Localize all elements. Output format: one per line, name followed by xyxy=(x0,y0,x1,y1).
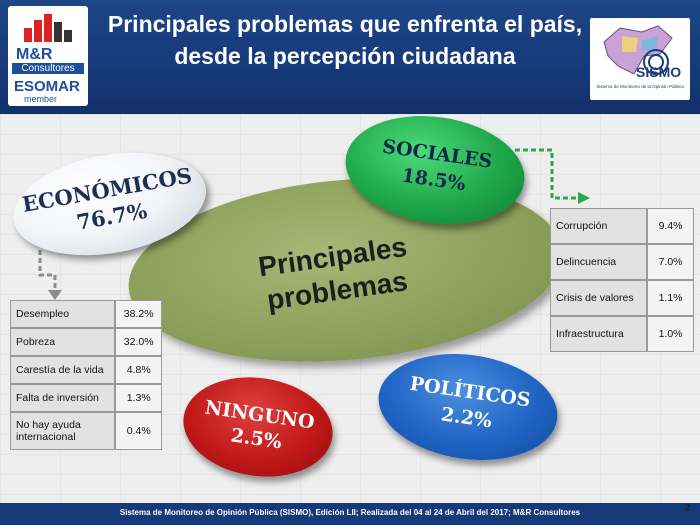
footer-text: Sistema de Monitoreo de Opinión Pública … xyxy=(119,508,581,517)
page-title: Principales problemas que enfrenta el pa… xyxy=(107,11,583,69)
logo-sismo: SISMO xyxy=(636,64,682,80)
table-row: Falta de inversión 1.3% xyxy=(10,384,162,412)
table-row: Carestía de la vida 4.8% xyxy=(10,356,162,384)
row-label: Desempleo xyxy=(10,300,116,328)
row-label: Corrupción xyxy=(550,208,648,244)
row-value: 9.4% xyxy=(647,208,694,244)
logo-mr: M&R xyxy=(16,46,53,63)
row-value: 1.3% xyxy=(115,384,162,412)
table-row: Infraestructura 1.0% xyxy=(550,316,694,352)
row-value: 7.0% xyxy=(647,244,694,280)
page-number: 2 xyxy=(684,503,690,514)
table-row: Pobreza 32.0% xyxy=(10,328,162,356)
row-label: Falta de inversión xyxy=(10,384,116,412)
logo-esomar: ESOMAR xyxy=(14,78,80,95)
row-value: 1.1% xyxy=(647,280,694,316)
row-label: Delincuencia xyxy=(550,244,648,280)
row-value: 38.2% xyxy=(115,300,162,328)
sismo-logo: SISMO Sistema de Monitoreo de la Opinión… xyxy=(590,18,690,100)
header-bar xyxy=(0,0,700,114)
table-row: Corrupción 9.4% xyxy=(550,208,694,244)
table-row: Desempleo 38.2% xyxy=(10,300,162,328)
row-label: Infraestructura xyxy=(550,316,648,352)
sociales-table: Corrupción 9.4% Delincuencia 7.0% Crisis… xyxy=(550,208,694,352)
row-value: 32.0% xyxy=(115,328,162,356)
mr-consultores-logo: M&R Consultores ESOMAR member xyxy=(8,6,88,106)
row-value: 0.4% xyxy=(115,412,162,450)
row-label: Crisis de valores xyxy=(550,280,648,316)
logo-member: member xyxy=(24,94,58,104)
economicos-table: Desempleo 38.2% Pobreza 32.0% Carestía d… xyxy=(10,300,162,450)
row-value: 1.0% xyxy=(647,316,694,352)
table-row: Crisis de valores 1.1% xyxy=(550,280,694,316)
row-label: Pobreza xyxy=(10,328,116,356)
footer-bar xyxy=(0,503,700,525)
bar-chart-logo-icon xyxy=(24,14,72,42)
logo-consultores: Consultores xyxy=(12,63,84,74)
logo-caption: Sistema de Monitoreo de la Opinión Públi… xyxy=(596,84,684,89)
table-row: No hay ayuda internacional 0.4% xyxy=(10,412,162,450)
row-value: 4.8% xyxy=(115,356,162,384)
row-label: No hay ayuda internacional xyxy=(10,412,116,450)
map-logo-icon xyxy=(603,25,673,75)
row-label: Carestía de la vida xyxy=(10,356,116,384)
table-row: Delincuencia 7.0% xyxy=(550,244,694,280)
